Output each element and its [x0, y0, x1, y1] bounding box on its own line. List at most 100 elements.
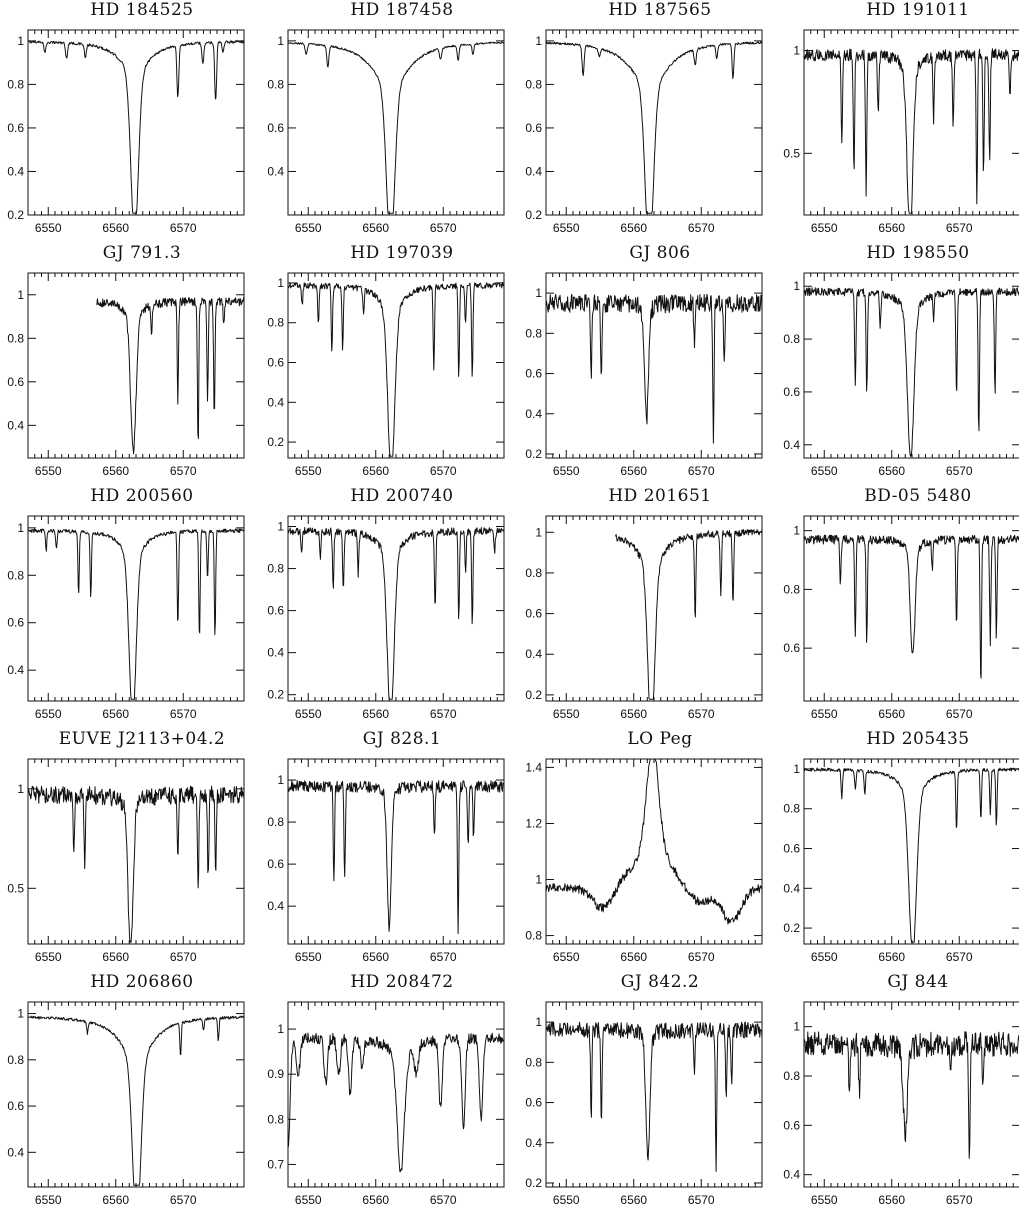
spectrum-line: [803, 767, 1019, 943]
x-tick-label: 6570: [170, 221, 197, 235]
plot-frame: [803, 272, 1019, 459]
x-tick-label: 6560: [362, 1193, 389, 1207]
y-tick-label: 0.2: [525, 447, 542, 461]
y-tick-label: 1: [17, 1007, 24, 1021]
x-tick-label: 6560: [102, 464, 129, 478]
x-tick-label: 6550: [35, 1193, 62, 1207]
plot-frame: [803, 515, 1019, 702]
x-tick-label: 6550: [295, 707, 322, 721]
x-tick-label: 6560: [102, 221, 129, 235]
panel-title: HD 184525: [90, 0, 194, 20]
y-tick-label: 0.6: [783, 1118, 800, 1132]
y-tick-label: 1: [793, 279, 800, 293]
y-tick-label: 0.8: [267, 1112, 284, 1126]
y-tick-label: 0.6: [7, 1099, 24, 1113]
spectrum-plot: 6550 6560 6570 0.7 0.8 0.9 1: [267, 1001, 505, 1207]
x-tick-label: 6570: [170, 464, 197, 478]
panel-title: HD 200560: [90, 486, 194, 506]
x-tick-label: 6570: [430, 221, 457, 235]
y-tick-label: 0.9: [267, 1067, 284, 1081]
spectrum-line: [27, 40, 245, 214]
panel-title: HD 200740: [350, 486, 454, 506]
x-tick-label: 6560: [102, 950, 129, 964]
y-tick-label: 0.6: [783, 842, 800, 856]
panel-title: EUVE J2113+04.2: [58, 729, 226, 749]
spectrum-plot: 6550 6560 6570 0.2 0.4 0.6 0.8 1: [783, 758, 1019, 964]
y-tick-label: 0.8: [267, 77, 284, 91]
spectrum-panel: HD 205435 6550 6560 6570 0.2 0.4 0.6 0.8 1: [783, 729, 1019, 972]
x-tick-label: 6570: [430, 950, 457, 964]
plot-frame: [803, 1001, 1019, 1188]
spectrum-plot: 6550 6560 6570 0.4 0.6 0.8 1: [7, 1001, 245, 1207]
x-tick-label: 6550: [35, 221, 62, 235]
x-tick-label: 6550: [811, 221, 838, 235]
spectrum-line: [27, 785, 245, 943]
spectrum-panel: GJ 842.2 6550 6560 6570 0.2 0.4 0.6 0.8 1: [525, 972, 774, 1215]
y-tick-label: 0.6: [267, 604, 284, 618]
spectrum-plot: 6550 6560 6570 0.4 0.6 0.8 1: [7, 272, 245, 478]
panel-title: GJ 844: [887, 972, 949, 992]
y-tick-label: 0.8: [267, 316, 284, 330]
y-tick-label: 1: [535, 34, 542, 48]
x-tick-label: 6560: [620, 221, 647, 235]
panel-title: GJ 806: [629, 243, 691, 263]
spectrum-panel: HD 200560 6550 6560 6570 0.4 0.6 0.8 1: [7, 486, 256, 729]
panel-title: HD 208472: [350, 972, 454, 992]
x-tick-label: 6560: [362, 464, 389, 478]
y-tick-label: 0.7: [267, 1157, 284, 1171]
x-tick-label: 6550: [811, 950, 838, 964]
x-tick-label: 6550: [553, 221, 580, 235]
y-tick-label: 0.8: [7, 568, 24, 582]
y-tick-label: 0.8: [783, 802, 800, 816]
y-tick-label: 1: [17, 782, 24, 796]
y-tick-label: 1.2: [525, 816, 542, 830]
y-tick-label: 0.4: [525, 407, 542, 421]
plot-frame: [287, 29, 505, 216]
y-tick-label: 1: [277, 773, 284, 787]
panel-title: BD-05 5480: [864, 486, 972, 506]
x-tick-label: 6570: [688, 221, 715, 235]
plot-frame: [27, 29, 245, 216]
panel-title: GJ 842.2: [620, 972, 700, 992]
spectrum-line: [545, 1021, 763, 1172]
x-tick-label: 6560: [362, 221, 389, 235]
y-tick-label: 0.8: [7, 77, 24, 91]
spectrum-line: [803, 534, 1019, 679]
spectrum-plot: 6550 6560 6570 0.2 0.4 0.6 0.8 1: [525, 1001, 763, 1207]
spectrum-plot: 6550 6560 6570 0.2 0.4 0.6 0.8 1: [525, 272, 763, 478]
y-tick-label: 0.6: [267, 121, 284, 135]
y-tick-label: 0.8: [267, 815, 284, 829]
x-tick-label: 6570: [688, 1193, 715, 1207]
spectrum-line: [803, 48, 1019, 214]
x-tick-label: 6560: [620, 464, 647, 478]
spectrum-line: [803, 1031, 1019, 1159]
x-tick-label: 6550: [553, 1193, 580, 1207]
x-tick-label: 6560: [362, 950, 389, 964]
y-tick-label: 0.2: [783, 921, 800, 935]
y-tick-label: 0.6: [267, 857, 284, 871]
x-tick-label: 6570: [688, 464, 715, 478]
y-tick-label: 1.4: [525, 760, 542, 774]
y-tick-label: 0.6: [7, 121, 24, 135]
y-tick-label: 0.6: [525, 367, 542, 381]
y-tick-label: 1: [17, 288, 24, 302]
spectrum-plot: 6550 6560 6570 0.2 0.4 0.6 0.8 1: [267, 515, 505, 721]
spectrum-panel: HD 184525 6550 6560 6570 0.2 0.4 0.6 0.8 1: [7, 0, 256, 243]
spectrum-line: [545, 758, 763, 925]
x-tick-label: 6570: [946, 221, 973, 235]
spectrum-panel: HD 198550 6550 6560 6570 0.4 0.6 0.8 1: [783, 243, 1019, 486]
y-tick-label: 1: [535, 525, 542, 539]
x-tick-label: 6550: [35, 464, 62, 478]
panel-title: HD 205435: [866, 729, 970, 749]
y-tick-label: 0.8: [525, 566, 542, 580]
y-tick-label: 0.8: [783, 582, 800, 596]
y-tick-label: 0.2: [525, 208, 542, 222]
x-tick-label: 6560: [362, 707, 389, 721]
y-tick-label: 0.8: [525, 326, 542, 340]
spectrum-line: [287, 527, 505, 700]
panel-title: HD 187458: [350, 0, 454, 20]
y-tick-label: 1: [535, 873, 542, 887]
y-tick-label: 0.6: [7, 616, 24, 630]
x-tick-label: 6550: [811, 1193, 838, 1207]
y-tick-label: 0.8: [267, 562, 284, 576]
